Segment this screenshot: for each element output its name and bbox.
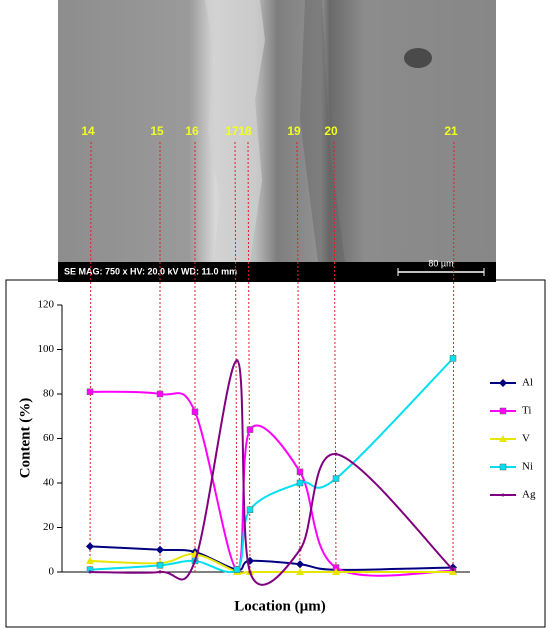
marker	[449, 568, 457, 575]
legend-marker	[499, 435, 507, 442]
sem-info-bar	[58, 262, 496, 282]
marker	[296, 468, 304, 476]
marker	[248, 570, 252, 574]
y-tick-label: 0	[49, 566, 55, 578]
sem-band	[205, 0, 265, 262]
marker	[156, 562, 164, 569]
scale-label: 80 µm	[428, 258, 453, 268]
point-label: 16	[185, 124, 199, 138]
legend-label: V	[522, 433, 530, 445]
y-tick-label: 100	[38, 343, 55, 355]
marker	[86, 556, 94, 564]
marker	[235, 359, 239, 363]
legend-label: Ti	[522, 405, 531, 417]
chart-frame	[5, 279, 546, 628]
legend-label: Al	[522, 377, 533, 389]
sem-pit	[404, 48, 432, 68]
y-tick-label: 80	[43, 388, 55, 400]
marker	[88, 570, 92, 574]
marker	[193, 559, 197, 563]
point-label: 21	[444, 124, 458, 138]
legend-marker	[499, 407, 507, 415]
marker	[86, 542, 94, 551]
point-label: 19	[287, 124, 301, 138]
y-tick-label: 120	[38, 299, 55, 311]
marker	[451, 568, 455, 572]
marker	[298, 548, 302, 552]
marker	[191, 408, 199, 416]
marker	[332, 568, 340, 575]
marker	[332, 475, 340, 482]
marker	[246, 426, 254, 433]
legend-marker	[499, 463, 507, 471]
sem-band	[300, 0, 345, 262]
marker	[158, 570, 162, 574]
y-axis-label: Content (%)	[17, 398, 33, 478]
y-tick-label: 40	[43, 477, 55, 489]
sem-surface	[58, 0, 496, 262]
legend-marker	[501, 493, 505, 497]
legend-marker	[499, 379, 507, 387]
point-label: 18	[238, 124, 252, 138]
marker	[296, 479, 304, 487]
marker	[246, 506, 254, 513]
x-axis-label: Location (µm)	[234, 598, 326, 614]
point-label: 15	[150, 124, 164, 138]
y-tick-label: 20	[43, 521, 55, 533]
sem-info: SE MAG: 750 x HV: 20.0 kV WD: 11.0 mm	[64, 266, 237, 276]
marker	[156, 390, 164, 398]
point-label: 20	[324, 124, 338, 138]
point-label: 17	[225, 124, 239, 138]
marker	[334, 452, 338, 456]
marker	[296, 568, 304, 575]
marker	[156, 545, 164, 554]
sem-image: SE MAG: 750 x HV: 20.0 kV WD: 11.0 mm 80…	[58, 0, 496, 282]
marker	[233, 566, 241, 574]
point-label: 14	[81, 124, 95, 138]
legend-label: Ni	[522, 461, 533, 473]
marker	[86, 388, 94, 396]
legend-label: Ag	[522, 489, 536, 501]
y-tick-label: 60	[43, 432, 55, 444]
marker	[449, 355, 457, 362]
marker	[296, 560, 304, 569]
